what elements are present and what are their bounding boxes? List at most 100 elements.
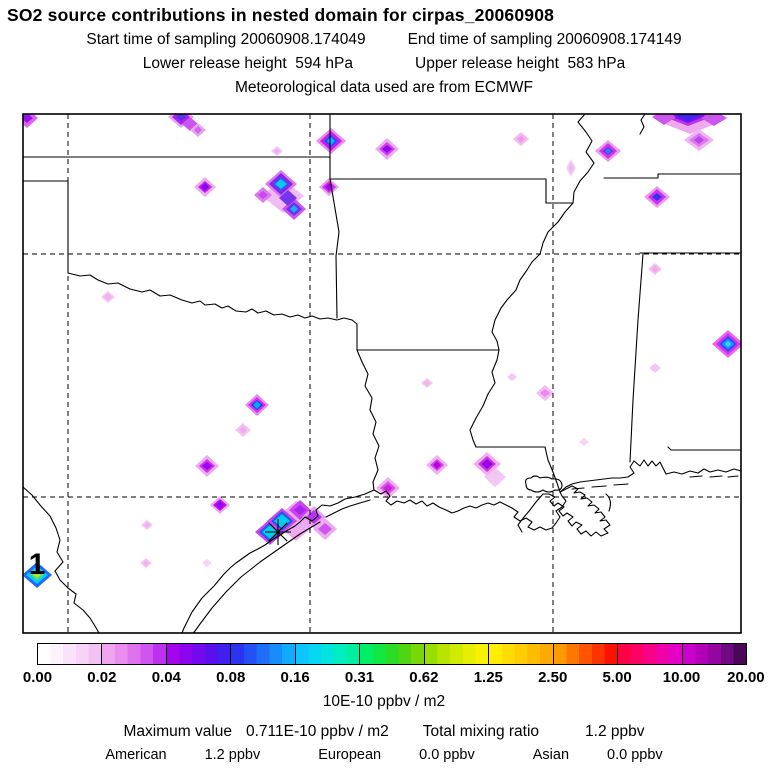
- geo-boundary: [23, 180, 69, 274]
- geo-boundary: [356, 349, 380, 491]
- source-european: European 0.0 ppbv: [318, 747, 475, 763]
- geo-boundary: [542, 485, 611, 537]
- colorbar-tick: 0.08: [216, 669, 246, 686]
- colorbar-unit-label: 10E-10 ppbv / m2: [322, 693, 446, 710]
- geo-boundary: [639, 114, 646, 135]
- concentration-blob: [194, 177, 216, 197]
- concentration-blob: [566, 159, 576, 177]
- geo-boundary: [603, 173, 741, 179]
- geo-boundary: [525, 475, 563, 493]
- colorbar-tick: 0.31: [344, 669, 375, 686]
- concentration-blob: [245, 394, 269, 416]
- geo-boundary: [629, 253, 644, 463]
- concentration-blob: [141, 520, 153, 530]
- concentration-blob: [271, 146, 283, 156]
- concentration-blob: [426, 455, 448, 475]
- concentration-blob: [23, 114, 38, 128]
- geo-boundary: [469, 114, 595, 448]
- source-american: American 1.2 ppbv: [105, 747, 260, 763]
- geo-boundary: [181, 489, 375, 633]
- concentration-blob: [644, 186, 670, 208]
- concentration-blob: [507, 373, 517, 381]
- colorbar-tick: 2.50: [538, 669, 568, 686]
- colorbar-segment: [618, 644, 683, 664]
- geo-boundary: [373, 489, 567, 531]
- geo-boundary: [571, 483, 629, 490]
- concentration-blob: [140, 558, 152, 568]
- geo-boundary: [605, 493, 612, 512]
- concentration-blob: [195, 455, 219, 477]
- concentration-blob: [210, 496, 230, 514]
- concentration-blob: [265, 170, 297, 198]
- colorbar-tick: 1.25: [473, 669, 503, 686]
- source-european-value: 0.0 ppbv: [419, 747, 475, 763]
- geo-boundary: [329, 178, 573, 204]
- geo-boundary: [667, 446, 741, 451]
- start-time-text: Start time of sampling 20060908.174049: [86, 31, 366, 48]
- upper-release-text: Upper release height 583 hPa: [415, 55, 626, 72]
- lower-release-text: Lower release height 594 hPa: [142, 55, 353, 72]
- spacer: [553, 723, 571, 741]
- mixing-ratio-number: 1.2 ppbv: [585, 723, 645, 740]
- source-american-label: American: [105, 747, 167, 763]
- colorbar-tick: 0.02: [87, 669, 117, 686]
- source-american-value: 1.2 ppbv: [204, 747, 261, 763]
- concentration-blob: [513, 132, 529, 146]
- geo-boundary: [67, 272, 353, 321]
- concentration-blob: [313, 518, 337, 540]
- concentration-blob: [701, 114, 727, 126]
- sampling-location-asterisk-icon: [268, 522, 288, 542]
- colorbar-tick: 20.00: [727, 669, 765, 686]
- concentration-blob: [319, 178, 339, 196]
- concentration-blob: [712, 330, 741, 358]
- colorbar-segment: [295, 644, 361, 664]
- release-heights-row: Lower release height 594 hPa Upper relea…: [0, 55, 768, 73]
- concentration-blob: [375, 138, 399, 160]
- concentration-blob: [202, 559, 212, 567]
- source-contributions-row: American 1.2 ppbv European 0.0 ppbv Asia…: [0, 747, 768, 763]
- geo-boundary: [351, 319, 358, 351]
- colorbar-segment: [424, 644, 490, 664]
- colorbar-segment: [682, 644, 746, 664]
- met-source-text: Meteorological data used are from ECMWF: [234, 79, 534, 96]
- geo-boundary: [633, 459, 667, 475]
- concentration-blob: [649, 363, 661, 373]
- met-source-row: Meteorological data used are from ECMWF: [0, 79, 768, 97]
- colorbar-segment: [489, 644, 554, 664]
- max-value-label: Maximum value: [123, 723, 232, 740]
- source-asian-label: Asian: [532, 747, 570, 763]
- concentration-blob: [579, 438, 589, 446]
- geo-boundary: [559, 460, 635, 493]
- max-value-number: 0.711E-10 ppbv / m2: [246, 723, 389, 740]
- max-value-row: Maximum value 0.711E-10 ppbv / m2 Total …: [0, 723, 768, 741]
- concentration-blob: [421, 378, 433, 388]
- page-title: SO2 source contributions in nested domai…: [7, 5, 555, 25]
- map-frame: [22, 113, 742, 634]
- colorbar-tick: 0.16: [280, 669, 310, 686]
- concentration-blob: [101, 291, 115, 303]
- concentration-blob: [376, 477, 400, 499]
- concentration-blob: [652, 114, 676, 125]
- colorbar-segment: [231, 644, 296, 664]
- concentration-blob: [23, 562, 52, 588]
- end-time-text: End time of sampling 20060908.174149: [407, 31, 682, 48]
- colorbar-tick: 5.00: [602, 669, 632, 686]
- max-value-pair: Maximum value 0.711E-10 ppbv / m2: [123, 723, 388, 741]
- source-european-label: European: [318, 747, 382, 763]
- mixing-ratio-label: Total mixing ratio: [422, 723, 540, 740]
- map-layers: 1: [23, 114, 741, 633]
- geo-boundary: [192, 521, 321, 633]
- geo-boundary: [517, 493, 544, 533]
- source-asian-value: 0.0 ppbv: [607, 747, 663, 763]
- concentration-blob: [235, 423, 251, 437]
- mixing-ratio-pair: Total mixing ratio 1.2 ppbv: [423, 723, 645, 741]
- geo-boundary: [475, 446, 561, 493]
- colorbar-ticks: 0.00 0.02 0.04 0.08 0.16 0.31 0.62 1.25 2.50 5.00…: [0, 669, 768, 687]
- concentration-blob: [595, 140, 621, 162]
- concentration-blob: [648, 263, 662, 275]
- source-asian: Asian 0.0 ppbv: [533, 747, 663, 763]
- colorbar-segment: [102, 644, 167, 664]
- geo-boundary: [23, 486, 100, 633]
- colorbar-tick: 0.62: [409, 669, 439, 686]
- colorbar-segment: [166, 644, 232, 664]
